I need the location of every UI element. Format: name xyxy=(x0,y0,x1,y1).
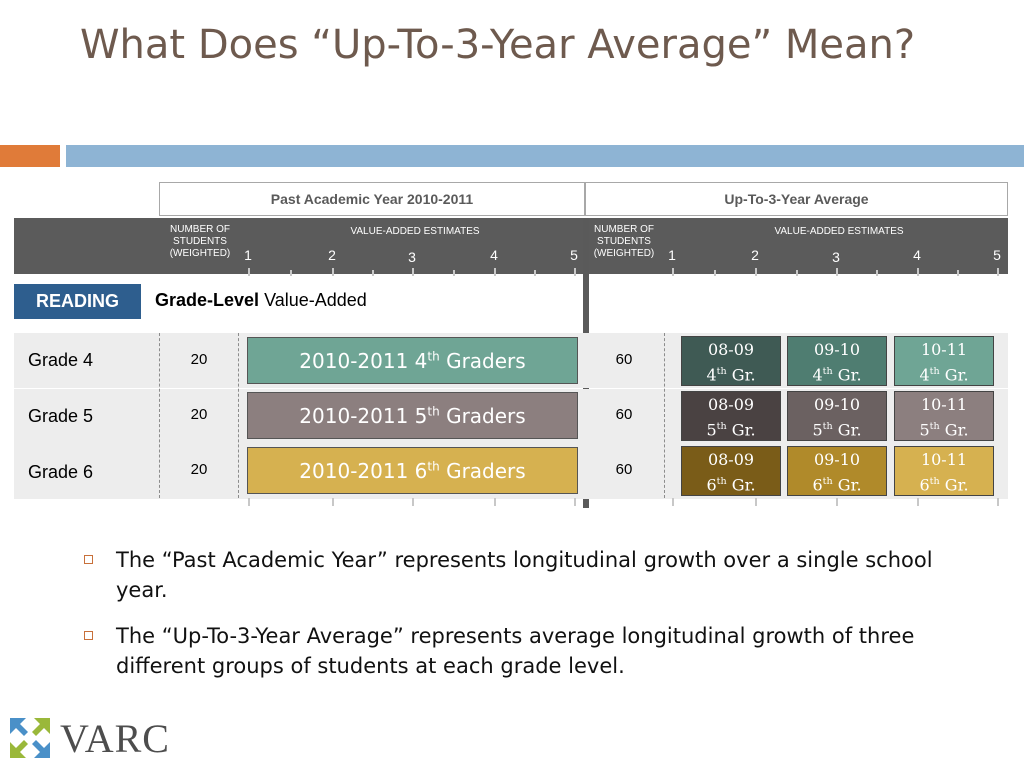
varc-logo-icon xyxy=(10,718,50,758)
column-separator xyxy=(664,333,665,498)
grade-level-label: Grade-Level Value-Added xyxy=(155,290,367,311)
scale-tick xyxy=(876,270,878,276)
scale-tick xyxy=(332,268,334,276)
scale-tick xyxy=(372,270,374,276)
accent-bar-blue xyxy=(66,145,1024,167)
scale-tick xyxy=(574,498,576,506)
scale-tick xyxy=(957,270,959,276)
scale-tick xyxy=(332,498,334,506)
avg-box-grade5-0809: 08-09 5th Gr. xyxy=(681,391,781,441)
avg-box-grade4-0809: 08-09 4th Gr. xyxy=(681,336,781,386)
column-separator xyxy=(238,333,239,498)
avg-box-grade5-1011: 10-11 5th Gr. xyxy=(894,391,994,441)
scale-label-avg-2: 2 xyxy=(751,247,759,263)
square-bullet-icon xyxy=(84,631,93,640)
average-header: Up-To-3-Year Average xyxy=(585,182,1008,216)
grade-level-bold: Grade-Level xyxy=(155,290,260,310)
past-student-count: 20 xyxy=(190,461,208,478)
scale-tick xyxy=(290,270,292,276)
scale-tick xyxy=(494,268,496,276)
number-of-students-label: NUMBER OF STUDENTS (WEIGHTED) xyxy=(169,224,231,259)
list-item: The “Up-To-3-Year Average” represents av… xyxy=(82,621,982,681)
avg-box-grade6-0809: 08-09 6th Gr. xyxy=(681,446,781,496)
scale-tick xyxy=(917,268,919,276)
logo-text: VARC xyxy=(60,715,170,761)
scale-label-3: 3 xyxy=(408,249,416,265)
scale-tick xyxy=(714,270,716,276)
square-bullet-icon xyxy=(84,555,93,564)
past-bar-text: 2010-2011 5th Graders xyxy=(299,403,526,428)
scale-tick xyxy=(574,268,576,276)
past-student-count: 20 xyxy=(190,351,208,368)
scale-label-1: 1 xyxy=(244,247,252,263)
bullet-list: The “Past Academic Year” represents long… xyxy=(82,545,982,697)
bullet-text: The “Past Academic Year” represents long… xyxy=(116,548,933,602)
scale-tick xyxy=(755,498,757,506)
past-student-count: 20 xyxy=(190,406,208,423)
column-separator xyxy=(159,333,160,498)
past-year-bar-grade5: 2010-2011 5th Graders xyxy=(247,392,578,439)
list-item: The “Past Academic Year” represents long… xyxy=(82,545,982,605)
past-year-header: Past Academic Year 2010-2011 xyxy=(159,182,585,216)
scale-label-4: 4 xyxy=(490,247,498,263)
grade-label: Grade 5 xyxy=(28,406,94,426)
scale-tick xyxy=(412,268,414,276)
number-of-students-label-avg: NUMBER OF STUDENTS (WEIGHTED) xyxy=(593,224,655,259)
scale-label-avg-1: 1 xyxy=(668,247,676,263)
scale-label-avg-3: 3 xyxy=(832,249,840,265)
scale-tick xyxy=(412,498,414,506)
bullet-text: The “Up-To-3-Year Average” represents av… xyxy=(116,624,915,678)
scale-tick xyxy=(796,270,798,276)
value-added-estimates-label-avg: VALUE-ADDED ESTIMATES xyxy=(774,226,904,237)
scale-label-2: 2 xyxy=(328,247,336,263)
avg-student-count: 60 xyxy=(615,406,633,423)
scale-tick xyxy=(836,268,838,276)
slide-title: What Does “Up-To-3-Year Average” Mean? xyxy=(80,22,916,68)
avg-box-grade4-1011: 10-11 4th Gr. xyxy=(894,336,994,386)
avg-box-grade6-1011: 10-11 6th Gr. xyxy=(894,446,994,496)
avg-box-grade6-0910: 09-10 6th Gr. xyxy=(787,446,887,496)
scale-tick xyxy=(672,268,674,276)
avg-box-grade4-0910: 09-10 4th Gr. xyxy=(787,336,887,386)
scale-tick xyxy=(248,268,250,276)
scale-tick xyxy=(534,270,536,276)
accent-bar-orange xyxy=(0,145,60,167)
scale-tick xyxy=(494,498,496,506)
scale-tick xyxy=(917,498,919,506)
scale-tick xyxy=(836,498,838,506)
scale-tick xyxy=(755,268,757,276)
past-bar-text: 2010-2011 4th Graders xyxy=(299,348,526,373)
value-added-text: Value-Added xyxy=(264,290,367,310)
column-header-bar xyxy=(14,218,1008,274)
past-year-bar-grade6: 2010-2011 6th Graders xyxy=(247,447,578,494)
scale-tick xyxy=(672,498,674,506)
grade-label: Grade 4 xyxy=(28,350,94,370)
scale-tick xyxy=(453,270,455,276)
scale-tick xyxy=(248,498,250,506)
reading-badge: READING xyxy=(14,284,141,319)
scale-label-5: 5 xyxy=(570,247,578,263)
scale-tick xyxy=(997,268,999,276)
scale-tick xyxy=(997,498,999,506)
past-year-bar-grade4: 2010-2011 4th Graders xyxy=(247,337,578,384)
grade-label: Grade 6 xyxy=(28,462,94,482)
value-added-estimates-label: VALUE-ADDED ESTIMATES xyxy=(350,226,480,237)
scale-label-avg-5: 5 xyxy=(993,247,1001,263)
scale-label-avg-4: 4 xyxy=(913,247,921,263)
avg-student-count: 60 xyxy=(615,461,633,478)
avg-student-count: 60 xyxy=(615,351,633,368)
past-bar-text: 2010-2011 6th Graders xyxy=(299,458,526,483)
avg-box-grade5-0910: 09-10 5th Gr. xyxy=(787,391,887,441)
varc-logo: VARC xyxy=(6,714,170,762)
